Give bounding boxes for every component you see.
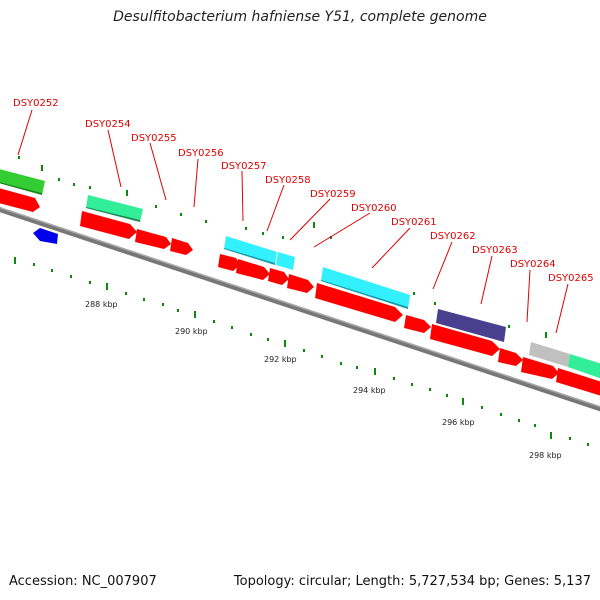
gene-bars bbox=[0, 168, 600, 380]
gene-label-dsy0260[interactable]: DSY0260 bbox=[351, 203, 397, 214]
cds-arrow[interactable] bbox=[287, 274, 314, 293]
gene-label-dsy0252[interactable]: DSY0252 bbox=[13, 98, 59, 109]
cds-arrow[interactable] bbox=[80, 211, 137, 239]
cds-arrows bbox=[0, 187, 600, 397]
gene-label-dsy0256[interactable]: DSY0256 bbox=[178, 148, 224, 159]
cds-arrow[interactable] bbox=[498, 348, 523, 366]
genome-backbone bbox=[0, 207, 600, 412]
scale-label: 288 kbp bbox=[85, 300, 118, 309]
cds-arrow[interactable] bbox=[268, 268, 289, 285]
leader-lines bbox=[17, 109, 569, 334]
scale-label: 298 kbp bbox=[529, 451, 562, 460]
scale-label: 294 kbp bbox=[353, 386, 386, 395]
gene-label-dsy0258[interactable]: DSY0258 bbox=[265, 175, 311, 186]
cds-arrow[interactable] bbox=[404, 315, 431, 333]
cds-arrow[interactable] bbox=[315, 283, 403, 322]
scale-label: 296 kbp bbox=[442, 418, 475, 427]
gene-label-dsy0261[interactable]: DSY0261 bbox=[391, 217, 437, 228]
cds-arrow[interactable] bbox=[218, 254, 240, 271]
gene-label-dsy0264[interactable]: DSY0264 bbox=[510, 259, 556, 270]
cds-arrow[interactable] bbox=[430, 324, 500, 356]
gene-bar-dsy0254[interactable] bbox=[86, 195, 143, 222]
gene-bar-dsy0263[interactable] bbox=[436, 309, 506, 342]
lower-ticks bbox=[14, 257, 589, 446]
gene-labels: DSY0252 DSY0254 DSY0255 DSY0256 DSY0257 … bbox=[13, 98, 594, 284]
gene-label-dsy0265[interactable]: DSY0265 bbox=[548, 273, 594, 284]
cds-arrow[interactable] bbox=[236, 259, 270, 280]
map-title: Desulfitobacterium hafniense Y51, comple… bbox=[113, 9, 487, 25]
gene-label-dsy0255[interactable]: DSY0255 bbox=[131, 133, 177, 144]
cds-arrow[interactable] bbox=[0, 187, 40, 212]
gene-label-dsy0257[interactable]: DSY0257 bbox=[221, 161, 267, 172]
gene-bar-dsy0257[interactable] bbox=[224, 236, 277, 265]
gene-label-dsy0263[interactable]: DSY0263 bbox=[472, 245, 518, 256]
gene-bar-dsy0264[interactable] bbox=[529, 342, 570, 367]
scale-label: 290 kbp bbox=[175, 327, 208, 336]
cds-arrow[interactable] bbox=[135, 229, 171, 249]
gene-label-dsy0259[interactable]: DSY0259 bbox=[310, 189, 356, 200]
accession-text: Accession: NC_007907 bbox=[9, 574, 157, 589]
cds-arrow[interactable] bbox=[170, 238, 193, 255]
gene-label-dsy0254[interactable]: DSY0254 bbox=[85, 119, 131, 130]
cds-arrow[interactable] bbox=[521, 357, 559, 379]
genome-summary-text: Topology: circular; Length: 5,727,534 bp… bbox=[233, 574, 591, 589]
gene-bar-dsy0265[interactable] bbox=[568, 354, 600, 380]
gene-bar-dsy0258[interactable] bbox=[276, 252, 295, 270]
scale-label: 292 kbp bbox=[264, 355, 297, 364]
cds-arrow[interactable] bbox=[556, 368, 600, 397]
gene-arrow-reverse[interactable] bbox=[33, 228, 58, 244]
upper-ticks bbox=[18, 156, 547, 338]
gene-bar-dsy0252[interactable] bbox=[0, 168, 45, 195]
gene-label-dsy0262[interactable]: DSY0262 bbox=[430, 231, 476, 242]
gene-bar-dsy0260[interactable] bbox=[321, 267, 410, 309]
